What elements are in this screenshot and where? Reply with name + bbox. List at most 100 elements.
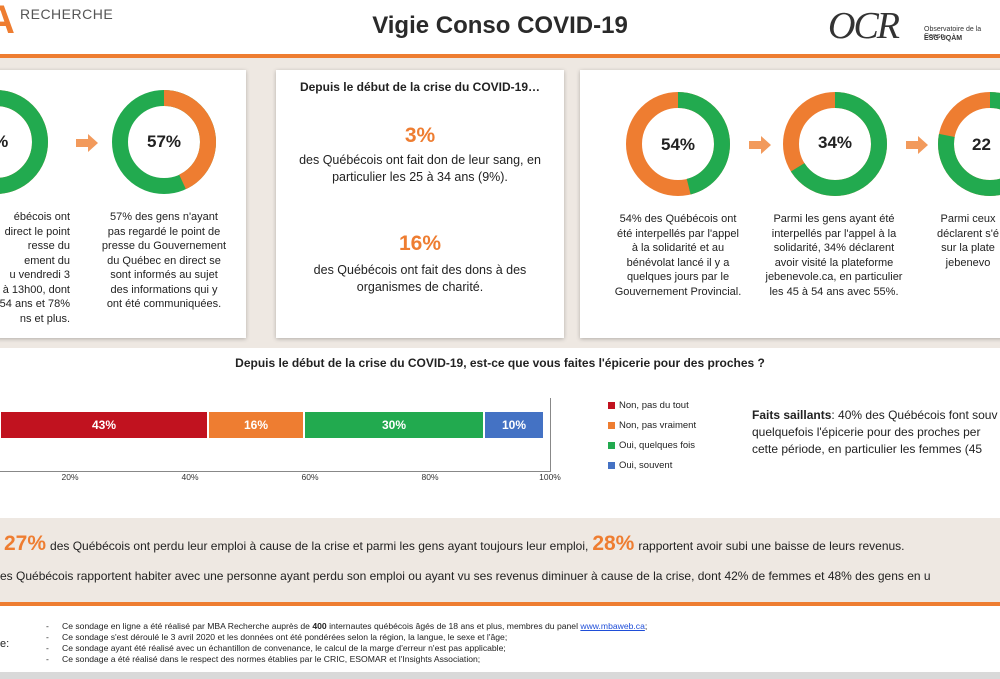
blood-donation-value: 3% (404, 124, 436, 147)
caption-line: ement du (24, 254, 70, 267)
brand-letter: A (0, 2, 15, 42)
brand-logo: A (0, 2, 18, 42)
caption-line: 57% des gens n'ayant (110, 211, 218, 223)
donut-4-caption: Parmi les gens ayant été interpellés par … (760, 212, 908, 299)
center-card-title: Depuis le début de la crise du COVID-19… (299, 80, 541, 94)
employment-line-1: 27% des Québécois ont perdu leur emploi … (4, 532, 905, 556)
brand-name: RECHERCHE (20, 6, 114, 22)
caption-line: ns et plus. (19, 312, 70, 325)
bar-segment-non-pas-vraiment: 16% (208, 411, 304, 439)
donut-3-svg (626, 92, 730, 196)
arrow-right-icon (76, 134, 98, 152)
legend-item: Oui, quelques fois (608, 440, 696, 451)
donut-chart-5: 22 (936, 90, 1000, 203)
caption-line: u vendredi 3 (9, 269, 70, 281)
donut-2-value: 57% (146, 132, 182, 151)
key-facts-line-3: cette période, en particulier les femmes… (752, 442, 983, 456)
chart-title: Depuis le début de la crise du COVID-19,… (235, 356, 765, 370)
job-loss-value: 27% (4, 532, 47, 555)
footer-strip (0, 672, 1000, 679)
legend-label: Oui, souvent (619, 460, 673, 471)
caption-line: interpellés par l'appel à la (771, 227, 897, 240)
methodology-line-1: - Ce sondage en ligne a été réalisé par M… (46, 621, 648, 631)
caption-line: 54 ans et 78% (0, 298, 70, 310)
methodology-notes: - Ce sondage en ligne a été réalisé par M… (46, 621, 647, 665)
bar-segment-oui-quelques-fois: 30% (304, 411, 484, 439)
charity-donation-text: des Québécois ont fait des dons à des or… (313, 263, 527, 294)
legend-label: Oui, quelques fois (619, 440, 696, 451)
key-facts-line-1: : 40% des Québécois font souv (831, 408, 998, 422)
caption-line: avoir visité la plateforme (774, 256, 894, 269)
page-title: Vigie Conso COVID-19 (372, 12, 628, 39)
blood-donation-text: des Québécois ont fait don de leur sang,… (299, 153, 541, 184)
left-card: 3% 57% ébécois ont direct le point resse d… (0, 70, 246, 338)
footer-divider (0, 602, 1000, 606)
donut-4-svg (783, 92, 887, 196)
caption-line: été interpellés par l'appel (617, 227, 739, 240)
caption-line: bénévolat lancé il y a (626, 256, 730, 269)
logo-school: ESG UQÀM (924, 35, 963, 42)
arrow-right-icon (906, 136, 928, 154)
x-tick-label: 40% (181, 472, 199, 482)
caption-line: sur la plate (941, 242, 995, 254)
x-tick-label: 80% (421, 472, 439, 482)
methodology-line-2: - Ce sondage s'est déroulé le 3 avril 202… (46, 632, 508, 642)
caption-line: Parmi les gens ayant été (773, 213, 895, 225)
donut-1-caption: ébécois ont direct le point resse du ement … (0, 210, 70, 326)
methodology-label: e: (0, 638, 10, 650)
caption-line: presse du Gouvernement (101, 240, 227, 252)
x-tick-label: 100% (539, 472, 561, 482)
donut-4-value: 34% (817, 133, 853, 152)
job-loss-text: des Québécois ont perdu leur emploi à ca… (50, 539, 589, 553)
right-card: 54% 34% 22 54% des Québécois ont été inte… (580, 70, 1000, 338)
methodology-line-3: - Ce sondage ayant été réalisé avec un éc… (46, 643, 506, 653)
key-facts-line-2: quelquefois l'épicerie pour des proches … (752, 425, 981, 439)
legend-swatch (608, 462, 615, 469)
bar-segment-non-pas-du-tout: 43% (0, 411, 208, 439)
legend-swatch (608, 442, 615, 449)
caption-line: resse du (27, 240, 70, 252)
caption-line: déclarent s'é (936, 227, 1000, 240)
donut-chart-3: 54% (624, 90, 732, 203)
caption-line: à la solidarité et au (631, 242, 725, 254)
donut-1-value: 3% (0, 133, 16, 150)
donut-3-value: 54% (660, 135, 696, 154)
legend-label: Non, pas du tout (619, 400, 689, 411)
caption-line: pas regardé le point de (107, 225, 221, 238)
caption-line: les 45 à 54 ans avec 55%. (769, 285, 899, 298)
plot-area: 43% 16% 30% 10% (0, 398, 551, 472)
employment-line-2: es Québécois rapportent habiter avec une… (0, 569, 931, 583)
donut-chart-4: 34% (781, 90, 889, 203)
panel-link[interactable]: www.mbaweb.ca (580, 621, 645, 631)
legend-swatch (608, 422, 615, 429)
caption-line: ont été communiquées. (106, 298, 222, 310)
donut-1-svg (0, 90, 48, 194)
caption-line: quelques jours par le (626, 271, 730, 283)
legend-item: Oui, souvent (608, 460, 696, 471)
caption-line: Parmi ceux (940, 213, 996, 225)
x-axis: 20% 40% 60% 80% 100% (0, 470, 570, 486)
employment-band: 27% des Québécois ont perdu leur emploi … (0, 518, 1000, 602)
income-drop-text: rapportent avoir subi une baisse de leur… (638, 539, 905, 553)
bar-row: 43% 16% 30% 10% (0, 411, 570, 439)
methodology-line-4: - Ce sondage a été réalisé dans le respec… (46, 654, 481, 664)
x-tick-label: 20% (61, 472, 79, 482)
donut-chart-1: 3% (0, 88, 50, 201)
bar-segment-oui-souvent: 10% (484, 411, 544, 439)
caption-line: jebenevo (945, 256, 991, 269)
donut-chart-2: 57% (110, 88, 218, 201)
legend-item: Non, pas vraiment (608, 420, 696, 431)
logo-subtitle: Observatoire de la Conso (924, 26, 982, 40)
header: A RECHERCHE Vigie Conso COVID-19 OCR Obs… (0, 0, 1000, 54)
legend-swatch (608, 402, 615, 409)
donut-5-svg (938, 92, 1000, 196)
chart-legend: Non, pas du tout Non, pas vraiment Oui, qu… (608, 400, 696, 471)
x-tick-label: 60% (301, 472, 319, 482)
income-drop-value: 28% (592, 532, 635, 555)
header-divider (0, 54, 1000, 58)
donut-2-caption: 57% des gens n'ayant pas regardé le point… (96, 210, 232, 312)
ocr-logo: OCR (828, 5, 900, 47)
caption-line: du Québec en direct se (107, 254, 221, 267)
donut-3-caption: 54% des Québécois ont été interpellés par… (600, 212, 756, 299)
caption-line: sont informés au sujet (110, 269, 218, 281)
